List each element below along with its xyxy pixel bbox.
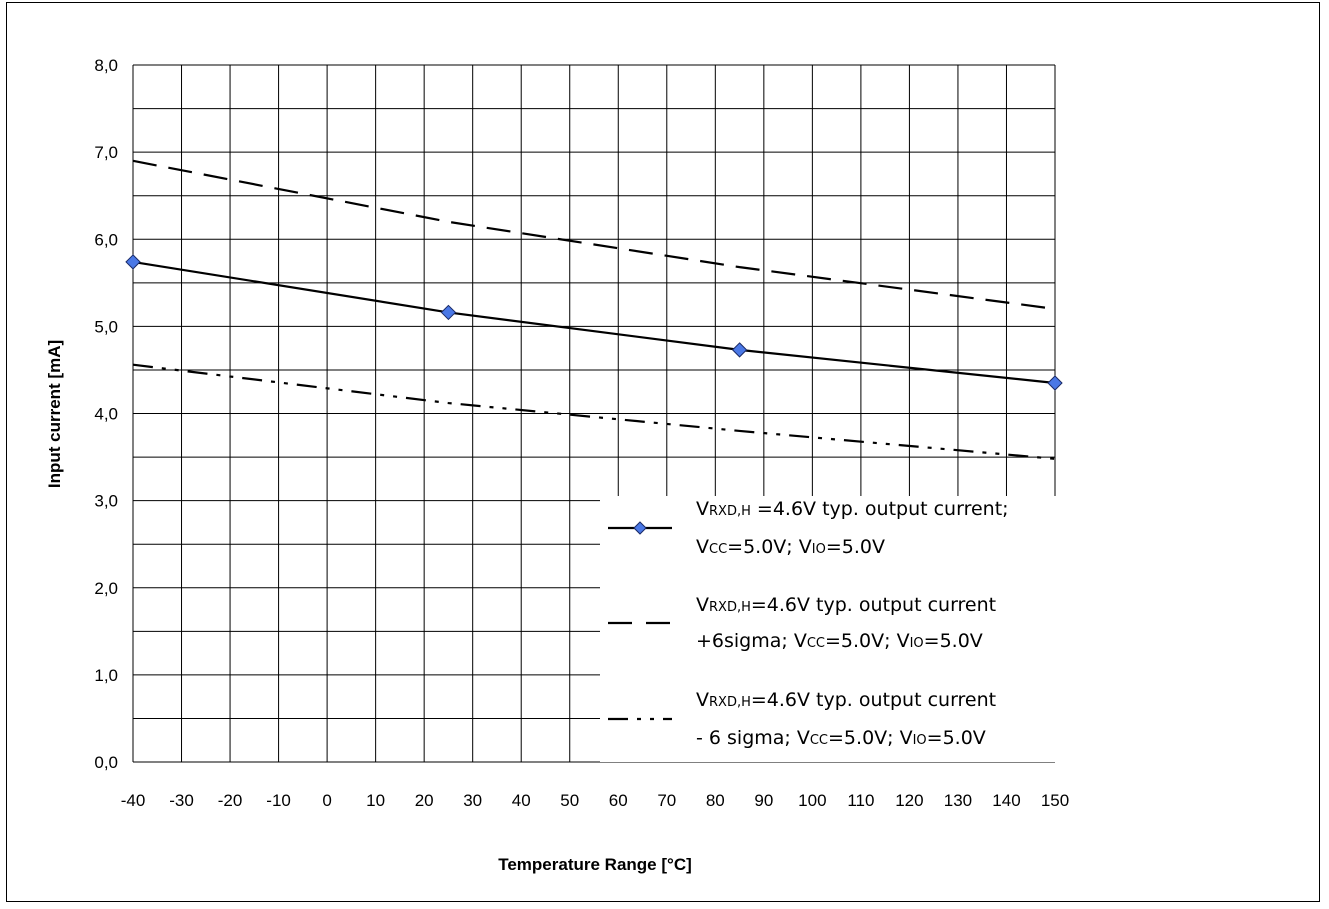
series-group bbox=[125, 159, 1063, 460]
legend-label-2: VRXD,H=4.6V typ. output current bbox=[696, 594, 996, 616]
x-tick-label: 50 bbox=[560, 791, 579, 810]
x-tick-label: -40 bbox=[121, 791, 146, 810]
x-tick-label: 70 bbox=[657, 791, 676, 810]
y-axis-title: Input current [mA] bbox=[45, 340, 64, 488]
data-point-marker bbox=[440, 304, 457, 321]
x-tick-label: 30 bbox=[463, 791, 482, 810]
x-tick-label: 40 bbox=[512, 791, 531, 810]
x-tick-label: 130 bbox=[944, 791, 972, 810]
y-tick-label: 4,0 bbox=[94, 405, 118, 424]
x-tick-label: 140 bbox=[992, 791, 1020, 810]
x-tick-label: 80 bbox=[706, 791, 725, 810]
data-point-marker bbox=[125, 254, 141, 270]
series-line-2 bbox=[132, 159, 1056, 311]
x-tick-label: -10 bbox=[266, 791, 291, 810]
y-tick-label: 5,0 bbox=[94, 317, 118, 336]
x-tick-label: 110 bbox=[847, 791, 874, 810]
x-tick-label: 120 bbox=[895, 791, 923, 810]
x-tick-label: 100 bbox=[798, 791, 826, 810]
x-tick-label: 60 bbox=[609, 791, 628, 810]
grid bbox=[132, 64, 1056, 763]
x-tick-label: -20 bbox=[218, 791, 243, 810]
data-point-marker bbox=[1047, 375, 1063, 391]
y-tick-label: 6,0 bbox=[94, 230, 118, 249]
y-tick-label: 7,0 bbox=[94, 143, 118, 162]
legend-label-3: - 6 sigma; VCC=5.0V; VIO=5.0V bbox=[696, 727, 986, 749]
legend-marker bbox=[633, 521, 647, 535]
legend-label-2: +6sigma; VCC=5.0V; VIO=5.0V bbox=[696, 630, 983, 652]
legend-label-3: VRXD,H=4.6V typ. output current bbox=[696, 689, 996, 711]
series-line-3 bbox=[132, 363, 1056, 460]
data-point-marker bbox=[731, 342, 748, 358]
y-tick-label: 8,0 bbox=[94, 56, 118, 75]
x-tick-label: 10 bbox=[366, 791, 385, 810]
y-tick-label: 2,0 bbox=[94, 579, 118, 598]
y-axis-ticks: 0,0 1,0 2,0 3,0 4,0 5,0 6,0 7,0 8,0 bbox=[94, 56, 118, 772]
x-axis-ticks: -40 -30 -20 -10 0 10 20 30 40 50 60 70 80 90 100 110 120… bbox=[121, 791, 1069, 810]
legend-label-1: VCC=5.0V; VIO=5.0V bbox=[696, 536, 885, 558]
legend-label-1: VRXD,H =4.6V typ. output current; bbox=[696, 498, 1009, 520]
x-tick-label: 150 bbox=[1041, 791, 1069, 810]
x-tick-label: 90 bbox=[754, 791, 773, 810]
y-tick-label: 1,0 bbox=[94, 666, 118, 685]
x-tick-label: 20 bbox=[415, 791, 434, 810]
x-tick-label: -30 bbox=[169, 791, 194, 810]
legend: VRXD,H =4.6V typ. output current; VCC=5.0… bbox=[608, 498, 1009, 749]
legend-box bbox=[600, 496, 1120, 762]
y-tick-label: 0,0 bbox=[94, 753, 118, 772]
x-tick-label: 0 bbox=[322, 791, 331, 810]
series-line-1 bbox=[132, 260, 1056, 385]
y-tick-label: 3,0 bbox=[94, 492, 118, 511]
x-axis-title: Temperature Range [°C] bbox=[498, 855, 692, 874]
